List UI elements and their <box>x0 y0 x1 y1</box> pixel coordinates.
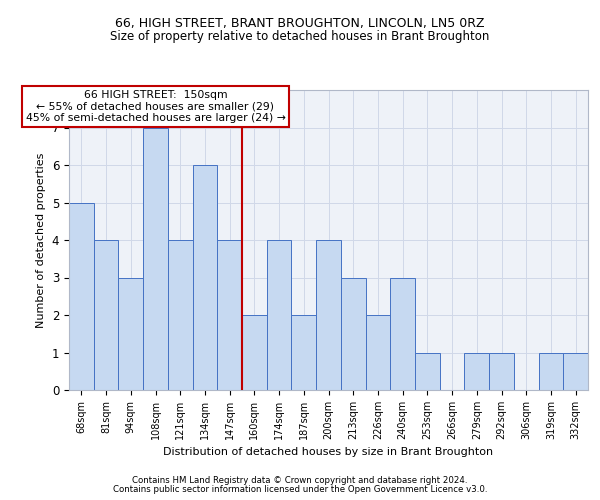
X-axis label: Distribution of detached houses by size in Brant Broughton: Distribution of detached houses by size … <box>163 448 494 458</box>
Bar <box>242 315 267 390</box>
Bar <box>539 352 563 390</box>
Bar <box>69 202 94 390</box>
Bar <box>341 278 365 390</box>
Text: 66, HIGH STREET, BRANT BROUGHTON, LINCOLN, LN5 0RZ: 66, HIGH STREET, BRANT BROUGHTON, LINCOL… <box>115 18 485 30</box>
Bar <box>118 278 143 390</box>
Bar <box>316 240 341 390</box>
Text: Contains public sector information licensed under the Open Government Licence v3: Contains public sector information licen… <box>113 484 487 494</box>
Text: 66 HIGH STREET:  150sqm
← 55% of detached houses are smaller (29)
45% of semi-de: 66 HIGH STREET: 150sqm ← 55% of detached… <box>26 90 286 124</box>
Bar <box>217 240 242 390</box>
Bar <box>94 240 118 390</box>
Bar <box>489 352 514 390</box>
Bar <box>464 352 489 390</box>
Text: Size of property relative to detached houses in Brant Broughton: Size of property relative to detached ho… <box>110 30 490 43</box>
Bar <box>143 128 168 390</box>
Bar <box>415 352 440 390</box>
Bar <box>563 352 588 390</box>
Bar <box>267 240 292 390</box>
Bar <box>292 315 316 390</box>
Bar <box>390 278 415 390</box>
Bar <box>365 315 390 390</box>
Bar <box>193 165 217 390</box>
Bar <box>168 240 193 390</box>
Y-axis label: Number of detached properties: Number of detached properties <box>36 152 46 328</box>
Text: Contains HM Land Registry data © Crown copyright and database right 2024.: Contains HM Land Registry data © Crown c… <box>132 476 468 485</box>
